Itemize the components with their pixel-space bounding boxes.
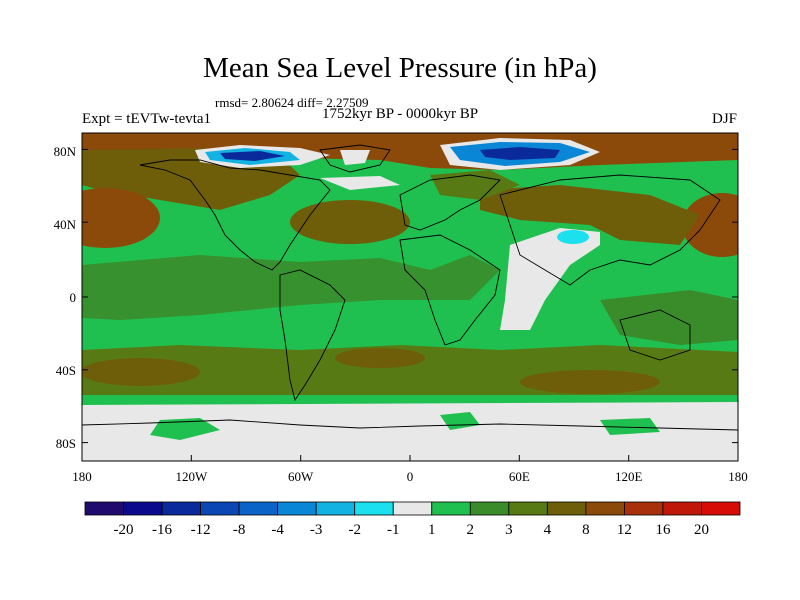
chart-title: Mean Sea Level Pressure (in hPa) [203, 52, 597, 84]
region-siberia-navy [480, 147, 560, 160]
region-india-cyan [557, 230, 589, 244]
region-antarctic-green3 [600, 418, 660, 435]
region-sindian-brown [520, 370, 660, 394]
stats-label: rmsd= 2.80624 diff= 2.27509 [215, 95, 369, 110]
region-spacific-brown [82, 358, 200, 386]
colorbar-label: -4 [271, 522, 284, 538]
colorbar-label: -20 [114, 522, 134, 538]
region-wpacific-olive [600, 290, 738, 345]
colorbar-label: -12 [191, 522, 211, 538]
colorbar-swatch [701, 501, 741, 516]
colorbar-label: 12 [617, 522, 632, 538]
lat-tick-label: 80S [56, 436, 76, 451]
region-indian-white [500, 228, 600, 330]
coastlines [82, 144, 738, 431]
colorbar-label: 3 [505, 522, 513, 538]
colorbar-label: 2 [467, 522, 475, 538]
colorbar-label: -2 [348, 522, 361, 538]
colorbar-swatch [662, 501, 702, 516]
region-npacific-high-east [682, 193, 738, 257]
colorbar-swatch [315, 501, 356, 516]
region-labrador-white [320, 176, 400, 190]
lon-tick-label: 60W [288, 469, 314, 484]
region-satlantic-brown [335, 348, 425, 368]
region-southern-green [82, 395, 738, 405]
colorbar-label: -16 [152, 522, 172, 538]
latitude-labels: 80N 40N 0 40S 80S [54, 144, 77, 451]
colorbar-swatch [585, 501, 625, 516]
region-antarctic-green1 [150, 418, 220, 440]
plot-frame [81, 132, 739, 462]
colorbar-swatch [546, 501, 587, 516]
colorbar-label: 8 [582, 522, 590, 538]
colorbar-swatch [354, 501, 394, 516]
colorbar-swatch [200, 501, 240, 516]
colorbar-label: -8 [233, 522, 246, 538]
lon-tick-label: 180 [72, 469, 92, 484]
season-label: DJF [712, 111, 738, 127]
colorbar-label: -3 [310, 522, 323, 538]
colorbar-label: 4 [544, 522, 552, 538]
region-canada-navy [220, 151, 285, 161]
region-antarctic-white [82, 402, 738, 461]
lon-tick-label: 120E [615, 469, 643, 484]
region-asia-brown [480, 185, 700, 245]
region-greenland-white [340, 150, 370, 165]
region-atlantic-high [290, 200, 410, 244]
colorbar-label: -1 [387, 522, 400, 538]
lon-tick-label: 0 [407, 469, 414, 484]
colorbar: -20 -16 -12 -8 -4 -3 -2 -1 1 2 3 4 8 12 16 20 [84, 501, 741, 538]
axis-ticks [82, 148, 738, 461]
lat-tick-label: 40S [56, 363, 76, 378]
lat-tick-label: 0 [70, 290, 77, 305]
colorbar-swatch [508, 501, 548, 516]
colorbar-swatch [431, 501, 471, 516]
colorbar-swatch [469, 501, 510, 516]
colorbar-swatch [238, 501, 279, 516]
colorbar-swatch [277, 501, 317, 516]
lon-tick-label: 180 [728, 469, 748, 484]
lon-tick-label: 120W [175, 469, 208, 484]
region-npacific-high-west [82, 188, 160, 248]
colorbar-label: 20 [694, 522, 709, 538]
pressure-field [82, 133, 738, 461]
longitude-labels: 180 120W 60W 0 60E 120E 180 [72, 469, 748, 484]
colorbar-swatch [84, 501, 124, 516]
lon-tick-label: 60E [509, 469, 530, 484]
colorbar-swatch [161, 501, 201, 516]
colorbar-swatch [392, 501, 433, 516]
period-label: 1752kyr BP - 0000kyr BP [322, 106, 479, 122]
lat-tick-label: 80N [54, 144, 77, 159]
experiment-label: Expt = tEVTw-tevta1 [82, 111, 212, 127]
colorbar-swatch [624, 501, 664, 516]
colorbar-label: 1 [428, 522, 436, 538]
colorbar-swatch [123, 501, 163, 516]
region-tropics-olive [82, 255, 500, 320]
lat-tick-label: 40N [54, 217, 77, 232]
colorbar-label: 16 [655, 522, 671, 538]
